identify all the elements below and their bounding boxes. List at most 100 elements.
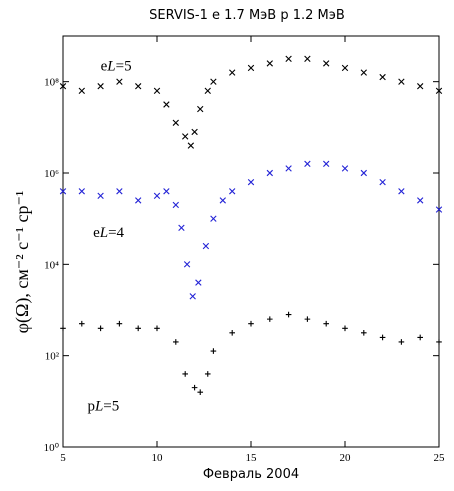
data-point — [304, 55, 311, 63]
plot-frame — [62, 35, 440, 448]
annotation-suffix: =5 — [103, 398, 119, 414]
annotation-italic: L — [94, 398, 103, 414]
data-point — [379, 73, 386, 81]
data-point — [210, 215, 217, 222]
data-point — [187, 142, 195, 149]
data-point — [323, 160, 330, 168]
data-point — [97, 325, 104, 332]
annotation-italic: L — [99, 225, 108, 241]
data-point — [204, 371, 211, 377]
data-point — [172, 119, 179, 126]
data-point — [360, 169, 367, 177]
data-point — [78, 87, 85, 94]
annotation-suffix: =5 — [116, 58, 132, 74]
axis-ticks: 5 10 15 20 25 10⁰ 10² 10⁴ 10⁶ 10⁸ — [44, 36, 445, 464]
annotation-label: eL=4 — [93, 225, 124, 241]
y-tick-label: 10² — [45, 351, 60, 363]
data-point — [202, 242, 210, 250]
data-point — [178, 224, 185, 231]
x-tick-label: 25 — [434, 452, 446, 464]
y-tick-label: 10⁸ — [44, 77, 59, 89]
data-point — [398, 188, 405, 195]
data-point — [304, 160, 311, 168]
x-tick-label: 10 — [152, 452, 164, 464]
annotation-label: eL=5 — [101, 58, 132, 74]
data-point — [182, 371, 188, 377]
data-point — [435, 206, 443, 213]
data-point — [191, 384, 198, 391]
data-point — [342, 325, 348, 332]
data-point — [304, 316, 311, 322]
data-point — [323, 60, 330, 67]
data-point — [191, 128, 198, 136]
data-point — [135, 197, 142, 204]
data-point — [341, 165, 349, 172]
series-2 — [59, 160, 443, 300]
data-point — [219, 197, 226, 204]
data-point — [163, 188, 170, 195]
x-tick-label: 15 — [246, 452, 258, 464]
data-point — [267, 316, 273, 322]
x-axis-label: Февраль 2004 — [203, 467, 299, 482]
data-point — [116, 188, 123, 195]
plot-area — [62, 35, 440, 448]
data-point — [285, 165, 292, 172]
chart-title: SERVIS-1 e 1.7 МэВ р 1.2 МэВ — [149, 8, 345, 23]
data-point — [135, 83, 142, 90]
data-point — [285, 311, 292, 318]
data-point — [379, 334, 386, 341]
annotation-italic: L — [106, 58, 115, 74]
annotation-prefix: e — [101, 58, 108, 74]
data-point — [361, 330, 367, 336]
data-point — [417, 83, 424, 90]
data-point — [183, 261, 191, 268]
data-point — [59, 83, 67, 90]
data-marks — [59, 55, 443, 395]
data-point — [153, 87, 161, 94]
data-point — [398, 339, 405, 345]
series-1 — [59, 55, 443, 149]
data-point — [189, 293, 196, 300]
data-point — [417, 334, 423, 341]
annotation-suffix: =4 — [108, 225, 124, 241]
data-point — [229, 188, 236, 195]
data-point — [97, 83, 104, 90]
data-point — [163, 101, 170, 108]
data-point — [60, 325, 66, 332]
x-tick-label: 5 — [60, 452, 66, 464]
data-point — [97, 192, 104, 200]
data-point — [360, 69, 367, 76]
annotations: eL=5eL=4pL=5 — [87, 58, 131, 414]
data-point — [197, 105, 204, 113]
data-point — [78, 188, 85, 195]
data-point — [379, 178, 386, 186]
y-axis-label: φ(Ω), см⁻² с⁻¹ ср⁻¹ — [12, 191, 33, 334]
annotation-label: pL=5 — [87, 398, 119, 414]
y-tick-label: 10⁶ — [44, 168, 59, 180]
annotation-prefix: p — [87, 398, 95, 414]
y-tick-label: 10⁴ — [44, 259, 59, 271]
data-point — [116, 320, 123, 327]
data-point — [323, 320, 329, 327]
data-point — [172, 201, 179, 209]
x-tick-label: 20 — [340, 452, 352, 464]
data-point — [229, 330, 235, 336]
data-point — [116, 78, 123, 85]
data-point — [417, 197, 424, 204]
data-point — [398, 78, 405, 85]
data-point — [285, 55, 292, 63]
series-3 — [60, 311, 442, 395]
data-point — [248, 320, 254, 327]
data-point — [135, 325, 141, 332]
data-point — [229, 69, 236, 76]
data-point — [341, 64, 349, 72]
data-point — [436, 339, 442, 345]
data-point — [79, 320, 85, 327]
data-point — [59, 188, 67, 195]
y-tick-label: 10⁰ — [44, 442, 60, 454]
data-point — [154, 325, 160, 332]
data-point — [266, 169, 273, 177]
data-point — [197, 389, 204, 395]
data-point — [153, 192, 161, 200]
